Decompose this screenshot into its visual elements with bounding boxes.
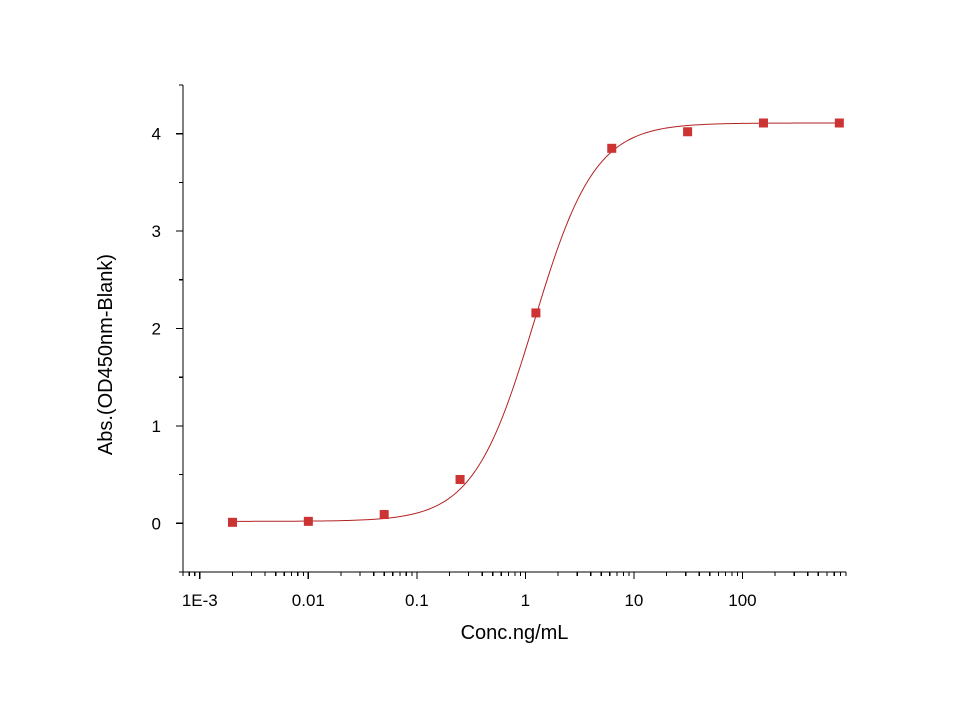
- x-tick-label: 1E-3: [182, 591, 218, 610]
- data-points: [227, 118, 844, 527]
- y-tick-label: 1: [152, 417, 161, 436]
- x-tick-label: 0.1: [405, 591, 429, 610]
- axes: [176, 84, 847, 579]
- fit-curve: [232, 122, 840, 522]
- data-point: [758, 118, 768, 128]
- data-point: [531, 308, 541, 318]
- x-tick-label: 10: [624, 591, 643, 610]
- y-tick-label: 2: [152, 320, 161, 339]
- data-point: [683, 127, 693, 137]
- y-tick-label: 3: [152, 222, 161, 241]
- x-axis-title: Conc.ng/mL: [461, 622, 569, 644]
- tick-labels: 0 1 2 3 4 1E-3 0.01 0.1 1 10 100: [152, 125, 757, 610]
- data-point: [303, 516, 313, 526]
- y-axis-title: Abs.(OD450nm-Blank): [95, 254, 117, 455]
- x-tick-label: 0.01: [292, 591, 325, 610]
- x-tick-label: 100: [728, 591, 756, 610]
- data-point: [834, 118, 844, 128]
- y-tick-label: 4: [152, 125, 161, 144]
- y-tick-label: 0: [152, 514, 161, 533]
- x-tick-label: 1: [521, 591, 530, 610]
- data-point: [379, 510, 389, 520]
- data-point: [455, 474, 465, 484]
- data-point: [607, 143, 617, 153]
- data-point: [227, 517, 237, 527]
